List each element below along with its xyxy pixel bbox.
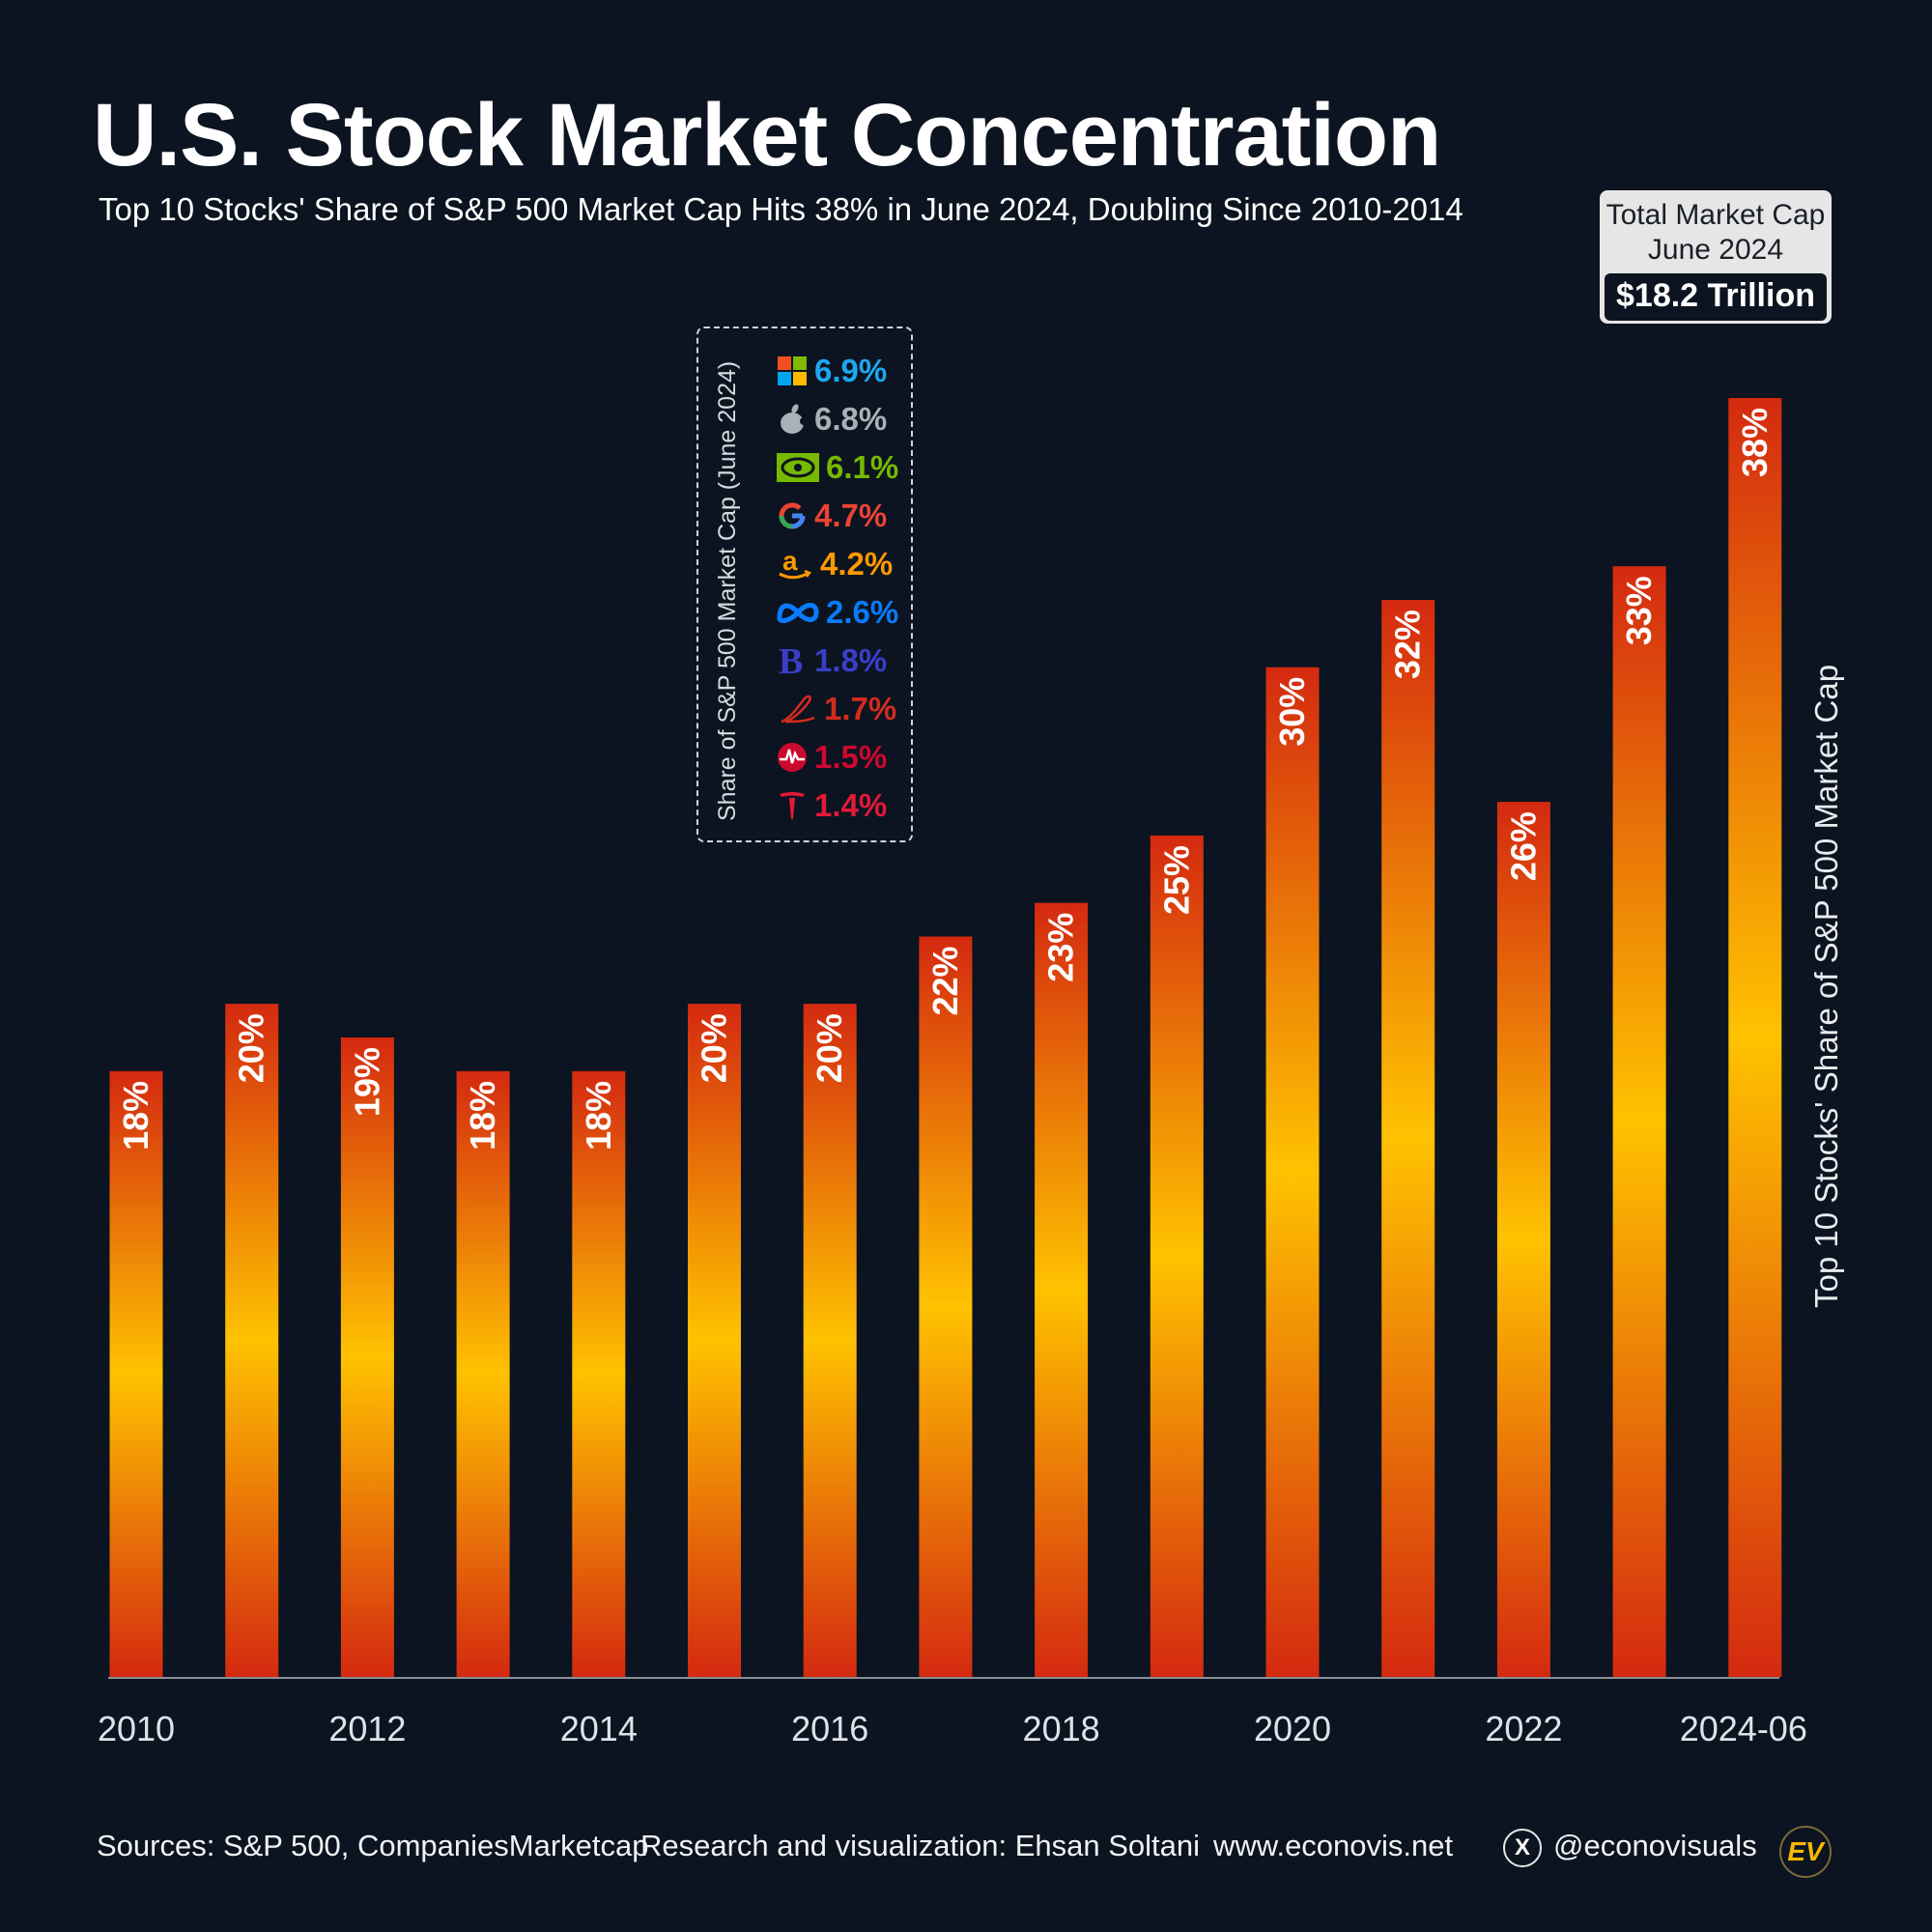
bar-2021 [1381,600,1435,1677]
legend-value: 4.7% [814,497,888,533]
amazon-icon: a [776,547,814,581]
legend-item-google: 4.7% [776,497,887,535]
apple-icon [776,403,809,436]
data-label-2023: 33% [1619,576,1659,645]
x-tick-label: 2024-06 [1680,1709,1807,1748]
y-axis-label: Top 10 Stocks' Share of S&P 500 Market C… [1808,664,1844,1308]
data-label-2013: 18% [463,1081,502,1151]
data-label-2015: 20% [695,1013,734,1083]
bar-2024-06 [1728,398,1782,1677]
bar-2010 [109,1070,163,1677]
page-subtitle: Top 10 Stocks' Share of S&P 500 Market C… [99,191,1463,227]
bar-2012 [340,1037,394,1677]
broadcom-icon [776,741,809,774]
legend-item-eli-lilly: 1.7% [776,690,896,728]
market-cap-value: $18.2 Trillion [1605,273,1827,321]
market-cap-label: Total Market Cap [1605,199,1826,231]
x-tick-label: 2016 [791,1709,868,1748]
market-cap-box: Total Market Cap June 2024 $18.2 Trillio… [1600,190,1832,324]
legend-item-tesla: 1.4% [776,786,887,825]
tesla-icon [776,789,809,822]
data-label-2012: 19% [347,1047,386,1117]
legend-item-apple: 6.8% [776,400,887,439]
footer-website[interactable]: www.econovis.net [1213,1829,1454,1862]
meta-icon [776,596,820,629]
x-twitter-icon[interactable]: X [1503,1829,1542,1867]
legend-value: 4.2% [820,546,894,582]
legend-value: 1.4% [814,787,888,823]
bar-2011 [225,1004,279,1677]
page-title: U.S. Stock Market Concentration [93,86,1441,185]
bar-2023 [1612,566,1666,1678]
eli-lilly-icon [776,693,818,725]
x-tick-label: 2018 [1023,1709,1100,1748]
data-label-2019: 25% [1156,845,1196,915]
legend-item-broadcom: 1.5% [776,738,887,777]
bar-2019 [1150,835,1204,1677]
footer-credit: Research and visualization: Ehsan Soltan… [640,1829,1201,1862]
legend-value: 1.7% [824,691,897,726]
x-tick-label: 2010 [98,1709,175,1748]
x-tick-label: 2014 [560,1709,638,1748]
footer-handle[interactable]: @econovisuals [1553,1829,1757,1862]
google-icon [776,499,809,532]
company-share-legend: Share of S&P 500 Market Cap (June 2024) … [696,327,913,842]
data-label-2016: 20% [810,1013,849,1083]
legend-title: Share of S&P 500 Market Cap (June 2024) [714,360,741,821]
footer-sources: Sources: S&P 500, CompaniesMarketcap [97,1829,649,1862]
x-tick-label: 2020 [1254,1709,1331,1748]
data-label-2021: 32% [1388,610,1428,679]
data-label-2024-06: 38% [1735,408,1775,477]
legend-item-amazon: a 4.2% [776,545,893,583]
bar-2017 [919,936,973,1677]
legend-value: 6.8% [814,401,888,437]
svg-text:B: B [779,643,803,678]
data-label-2014: 18% [579,1081,618,1151]
bar-2015 [688,1004,741,1677]
data-label-2018: 23% [1041,913,1081,982]
berkshire-icon: B [776,643,809,678]
legend-item-microsoft: 6.9% [776,352,887,390]
bar-2022 [1496,802,1550,1677]
svg-text:a: a [782,547,798,576]
legend-item-meta: 2.6% [776,593,898,632]
legend-item-nvidia: 6.1% [776,448,898,487]
bar-2014 [572,1070,626,1677]
x-tick-label: 2022 [1485,1709,1562,1748]
bar-2013 [456,1070,510,1677]
legend-value: 1.8% [814,642,888,678]
bar-2018 [1035,902,1089,1677]
legend-item-berkshire: B 1.8% [776,641,887,680]
legend-value: 1.5% [814,739,888,775]
nvidia-icon [776,451,820,484]
bar-2020 [1265,667,1320,1677]
data-label-2010: 18% [116,1081,156,1151]
data-label-2020: 30% [1272,677,1312,747]
data-label-2022: 26% [1503,811,1543,881]
bar-2016 [803,1004,857,1677]
legend-value: 2.6% [826,594,899,630]
data-label-2011: 20% [232,1013,271,1083]
x-tick-label: 2012 [328,1709,406,1748]
legend-value: 6.9% [814,353,888,388]
econovis-logo: EV [1779,1826,1832,1878]
microsoft-icon [776,355,809,387]
data-label-2017: 22% [925,946,965,1015]
market-cap-date: June 2024 [1647,234,1784,266]
legend-value: 6.1% [826,449,899,485]
